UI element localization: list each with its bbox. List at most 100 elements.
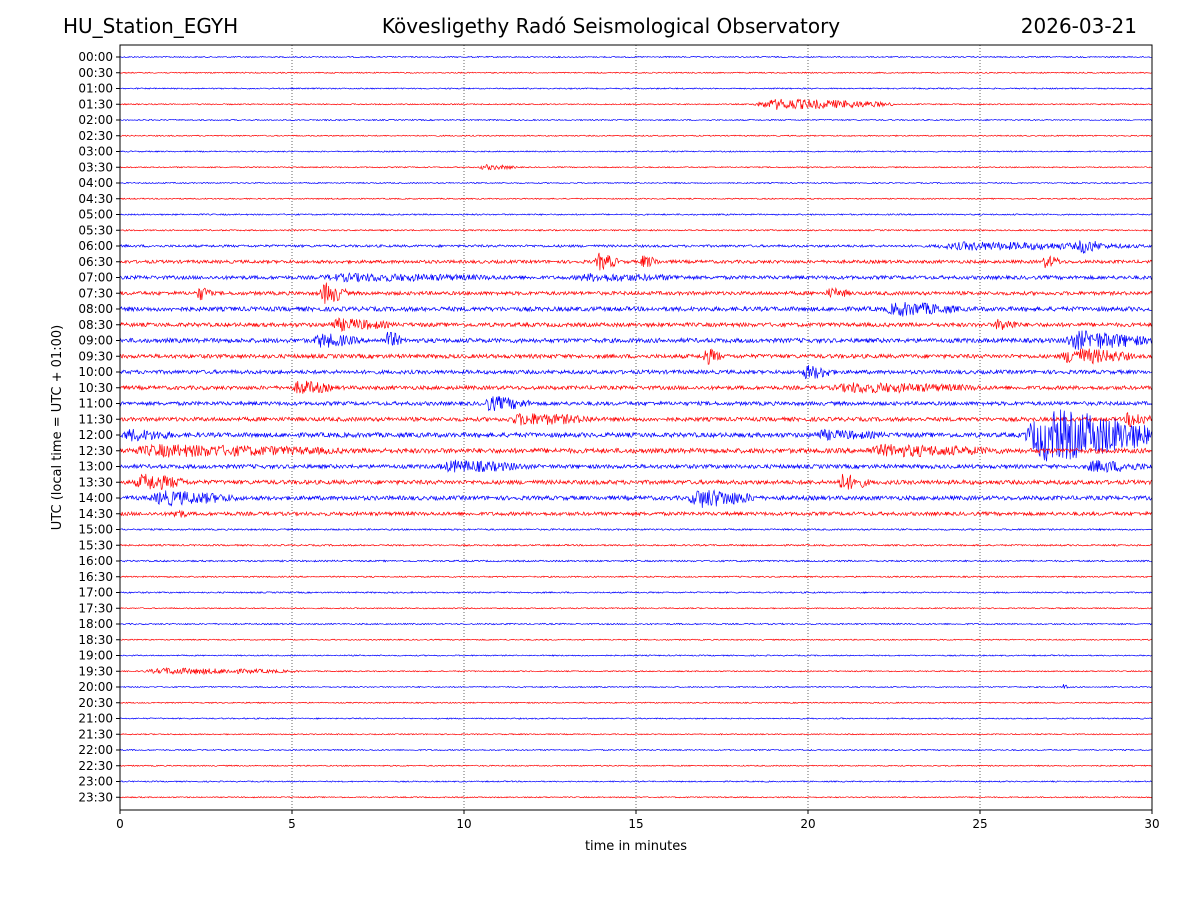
seismic-traces [119, 55, 1153, 799]
station-title: HU_Station_EGYH [63, 14, 239, 38]
y-tick-label: 16:00 [78, 554, 113, 568]
y-tick-label: 06:30 [78, 255, 113, 269]
y-tick-label: 14:00 [78, 491, 113, 505]
y-tick-label: 03:30 [78, 160, 113, 174]
y-tick-label: 07:30 [78, 286, 113, 300]
trace-0430 [119, 197, 1153, 200]
y-tick-label: 20:00 [78, 680, 113, 694]
y-tick-label: 11:30 [78, 412, 113, 426]
trace-1900 [119, 654, 1153, 657]
x-tick-label: 25 [972, 817, 987, 831]
y-tick-label: 11:00 [78, 397, 113, 411]
trace-1400 [119, 489, 1153, 508]
trace-1730 [119, 607, 1153, 610]
y-tick-label: 20:30 [78, 696, 113, 710]
vertical-gridlines [291, 45, 981, 810]
y-tick-label: 09:30 [78, 349, 113, 363]
x-tick-label: 30 [1144, 817, 1159, 831]
y-tick-label: 10:00 [78, 365, 113, 379]
y-tick-label: 10:30 [78, 381, 113, 395]
trace-1000 [119, 365, 1153, 380]
trace-0330 [119, 164, 1153, 171]
trace-2030 [119, 701, 1153, 704]
trace-0200 [119, 118, 1153, 122]
trace-1330 [119, 473, 1153, 490]
y-tick-label: 12:30 [78, 444, 113, 458]
x-axis-label: time in minutes [585, 839, 687, 854]
trace-1600 [119, 559, 1153, 563]
trace-0000 [119, 55, 1152, 59]
trace-1630 [120, 575, 1153, 579]
trace-0830 [119, 317, 1153, 333]
trace-1500 [119, 527, 1153, 532]
y-tick-label: 15:30 [78, 538, 113, 552]
y-tick-label: 21:00 [78, 712, 113, 726]
y-tick-label: 23:00 [78, 775, 113, 789]
trace-0730 [119, 282, 1153, 304]
trace-0800 [119, 301, 1152, 317]
trace-0400 [119, 181, 1153, 185]
trace-2130 [119, 733, 1153, 736]
y-tick-label: 05:30 [78, 223, 113, 237]
y-tick-label: 01:00 [78, 82, 113, 96]
trace-1030 [119, 380, 1153, 394]
trace-0900 [119, 330, 1153, 350]
x-tick-label: 0 [116, 817, 124, 831]
y-tick-label: 03:00 [78, 145, 113, 159]
trace-2300 [119, 780, 1152, 783]
trace-0530 [119, 228, 1153, 232]
x-axis-ticks: 0 5 10 15 20 25 30 [116, 810, 1160, 831]
y-tick-label: 16:30 [78, 570, 113, 584]
y-tick-label: 13:30 [78, 475, 113, 489]
trace-1430 [119, 509, 1153, 518]
y-tick-label: 02:30 [78, 129, 113, 143]
y-tick-label: 22:30 [78, 759, 113, 773]
y-tick-label: 06:00 [78, 239, 113, 253]
y-tick-label: 18:00 [78, 617, 113, 631]
trace-0130 [119, 98, 1153, 110]
trace-1830 [119, 638, 1153, 641]
trace-2100 [119, 717, 1153, 720]
y-tick-label: 23:30 [78, 790, 113, 804]
y-tick-label: 18:30 [78, 633, 113, 647]
trace-1230 [119, 443, 1153, 459]
y-tick-label: 13:00 [78, 460, 113, 474]
y-tick-label: 02:00 [78, 113, 113, 127]
x-tick-label: 10 [456, 817, 471, 831]
trace-1100 [119, 396, 1153, 412]
trace-1300 [120, 459, 1153, 474]
y-tick-label: 09:00 [78, 334, 113, 348]
y-tick-label: 17:30 [78, 601, 113, 615]
trace-2230 [119, 764, 1152, 767]
trace-1800 [119, 622, 1153, 626]
y-tick-label: 07:00 [78, 271, 113, 285]
y-tick-label: 08:00 [78, 302, 113, 316]
x-tick-label: 20 [800, 817, 815, 831]
y-tick-label: 04:30 [78, 192, 113, 206]
y-tick-label: 17:00 [78, 586, 113, 600]
trace-0030 [119, 71, 1153, 74]
trace-1930 [119, 666, 1153, 676]
trace-2000 [119, 684, 1153, 689]
y-tick-label: 14:30 [78, 507, 113, 521]
trace-0500 [119, 213, 1153, 216]
trace-0600 [119, 240, 1153, 255]
date-title: 2026-03-21 [1020, 14, 1137, 38]
trace-2330 [119, 796, 1153, 799]
y-tick-label: 22:00 [78, 743, 113, 757]
trace-0300 [119, 150, 1153, 153]
trace-0100 [120, 87, 1153, 90]
y-tick-label: 00:30 [78, 66, 113, 80]
y-tick-label: 04:00 [78, 176, 113, 190]
trace-0630 [119, 252, 1153, 271]
x-tick-label: 15 [628, 817, 643, 831]
y-tick-label: 12:00 [78, 428, 113, 442]
trace-0700 [119, 272, 1153, 283]
trace-1130 [119, 411, 1153, 428]
y-tick-label: 05:00 [78, 208, 113, 222]
trace-2200 [119, 748, 1153, 752]
y-tick-label: 19:00 [78, 649, 113, 663]
trace-1700 [119, 591, 1153, 594]
y-tick-label: 08:30 [78, 318, 113, 332]
